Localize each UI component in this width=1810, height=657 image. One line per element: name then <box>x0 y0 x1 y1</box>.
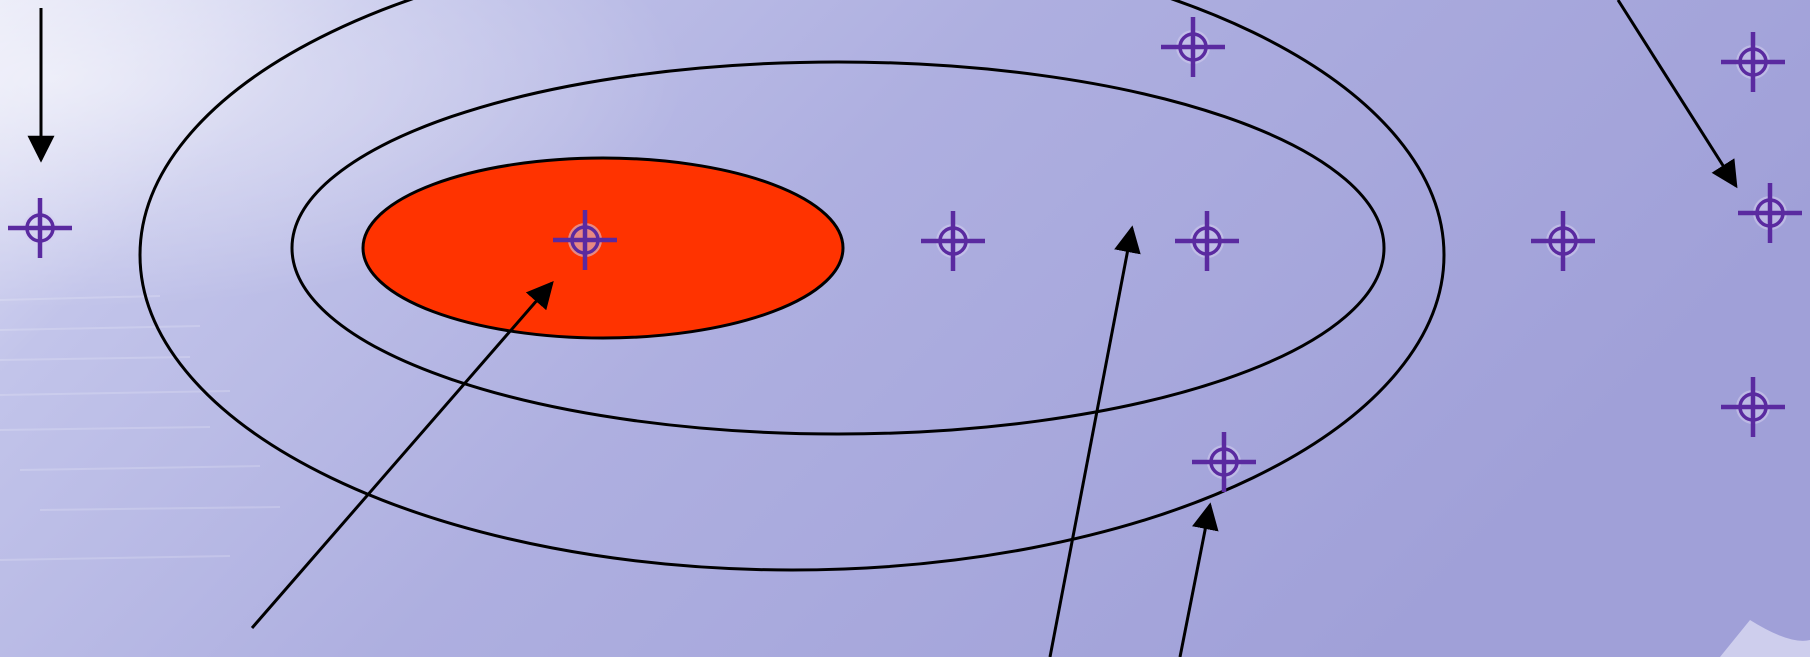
middle-zone <box>290 60 1386 436</box>
arrow-to-right-marker <box>1616 0 1738 189</box>
water-texture <box>0 295 281 561</box>
arrow-to-bottom-marker <box>1178 502 1219 657</box>
core-zone <box>361 156 845 340</box>
page-curl <box>1720 620 1810 657</box>
arrow-to-core <box>250 280 554 629</box>
arrow-to-middle-zone <box>1048 225 1141 657</box>
outer-zone <box>138 0 1446 572</box>
